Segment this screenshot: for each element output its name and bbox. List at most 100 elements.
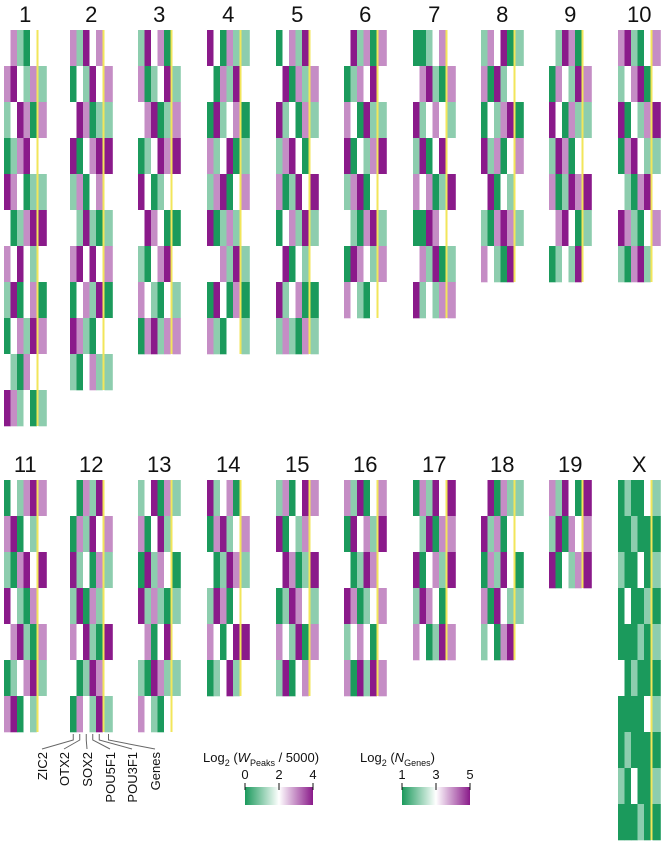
- heatmap-cell: [172, 246, 181, 283]
- chromosome-label: 15: [285, 452, 309, 477]
- track-divider: [445, 30, 448, 318]
- heatmap-cell: [70, 282, 77, 319]
- heatmap-cell: [644, 804, 651, 841]
- heatmap-cell: [104, 588, 113, 625]
- heatmap-cell: [344, 660, 351, 697]
- heatmap-cell: [344, 588, 351, 625]
- heatmap-cell: [363, 210, 371, 247]
- heatmap-cell: [151, 660, 158, 697]
- heatmap-cell: [4, 318, 11, 355]
- heatmap-cell: [144, 660, 152, 697]
- heatmap-cell: [83, 480, 90, 517]
- heatmap-cell: [432, 246, 440, 283]
- heatmap-cell: [38, 318, 47, 355]
- heatmap-cell: [220, 30, 227, 67]
- heatmap-cell: [226, 138, 234, 175]
- heatmap-cell: [310, 102, 319, 139]
- heatmap-cell: [220, 516, 227, 553]
- heatmap-cell: [172, 696, 181, 733]
- heatmap-cell: [370, 246, 377, 283]
- track-leader-line: [108, 734, 156, 750]
- heatmap-cell: [432, 102, 440, 139]
- heatmap-cell: [487, 30, 495, 67]
- heatmap-cell: [76, 282, 84, 319]
- heatmap-cell: [439, 480, 446, 517]
- track-divider: [239, 480, 242, 696]
- heatmap-cell: [583, 138, 592, 175]
- heatmap-cell: [618, 210, 625, 247]
- heatmap-cell: [583, 480, 592, 517]
- heatmap-cell: [10, 138, 18, 175]
- heatmap-cell: [515, 624, 524, 661]
- heatmap-cell: [644, 552, 651, 589]
- track-leader-line: [85, 734, 88, 750]
- heatmap-cell: [157, 66, 165, 103]
- heatmap-cell: [172, 102, 181, 139]
- heatmap-cell: [151, 282, 158, 319]
- heatmap-cell: [549, 516, 556, 553]
- heatmap-cell: [213, 66, 221, 103]
- heatmap-cell: [350, 660, 358, 697]
- heatmap-cell: [17, 102, 24, 139]
- heatmap-cell: [289, 210, 296, 247]
- heatmap-cell: [276, 30, 283, 67]
- heatmap-cell: [555, 516, 563, 553]
- heatmap-cell: [344, 282, 351, 319]
- heatmap-cell: [282, 66, 290, 103]
- heatmap-cell: [618, 588, 625, 625]
- heatmap-cell: [378, 30, 387, 67]
- heatmap-cell: [23, 282, 31, 319]
- heatmap-cell: [226, 66, 234, 103]
- track-label: SOX2: [80, 752, 95, 787]
- heatmap-cell: [233, 552, 240, 589]
- heatmap-cell: [644, 138, 651, 175]
- heatmap-cell: [652, 660, 661, 697]
- heatmap-cell: [637, 732, 645, 769]
- heatmap-cell: [310, 246, 319, 283]
- heatmap-cell: [419, 588, 427, 625]
- heatmap-cell: [447, 588, 456, 625]
- heatmap-cell: [70, 246, 77, 283]
- heatmap-cell: [23, 318, 31, 355]
- heatmap-cell: [549, 174, 556, 211]
- heatmap-cell: [30, 102, 37, 139]
- heatmap-cell: [357, 588, 364, 625]
- heatmap-cell: [652, 516, 661, 553]
- heatmap-cell: [138, 66, 145, 103]
- heatmap-cell: [89, 624, 97, 661]
- heatmap-cell: [83, 174, 90, 211]
- heatmap-cell: [10, 660, 18, 697]
- legend-title-part: Log: [360, 750, 382, 765]
- heatmap-cell: [282, 138, 290, 175]
- heatmap-cell: [38, 282, 47, 319]
- heatmap-cell: [220, 282, 227, 319]
- heatmap-cell: [157, 174, 165, 211]
- heatmap-cell: [432, 30, 440, 67]
- heatmap-cell: [583, 102, 592, 139]
- heatmap-cell: [157, 516, 165, 553]
- heatmap-cell: [618, 246, 625, 283]
- heatmap-cell: [426, 624, 433, 661]
- heatmap-cell: [419, 246, 427, 283]
- heatmap-cell: [233, 588, 240, 625]
- heatmap-cell: [289, 624, 296, 661]
- heatmap-cell: [289, 246, 296, 283]
- heatmap-cell: [562, 66, 569, 103]
- heatmap-cell: [241, 210, 250, 247]
- heatmap-cell: [38, 246, 47, 283]
- heatmap-cell: [507, 552, 514, 589]
- heatmap-cell: [220, 174, 227, 211]
- heatmap-cell: [83, 696, 90, 733]
- heatmap-cell: [70, 516, 77, 553]
- heatmap-cell: [487, 624, 495, 661]
- heatmap-cell: [295, 624, 303, 661]
- heatmap-cell: [310, 660, 319, 697]
- heatmap-cell: [104, 318, 113, 355]
- heatmap-cell: [104, 30, 113, 67]
- heatmap-cell: [310, 480, 319, 517]
- heatmap-cell: [104, 660, 113, 697]
- heatmap-cell: [226, 246, 234, 283]
- heatmap-cell: [157, 552, 165, 589]
- heatmap-cell: [157, 696, 165, 733]
- heatmap-cell: [89, 588, 97, 625]
